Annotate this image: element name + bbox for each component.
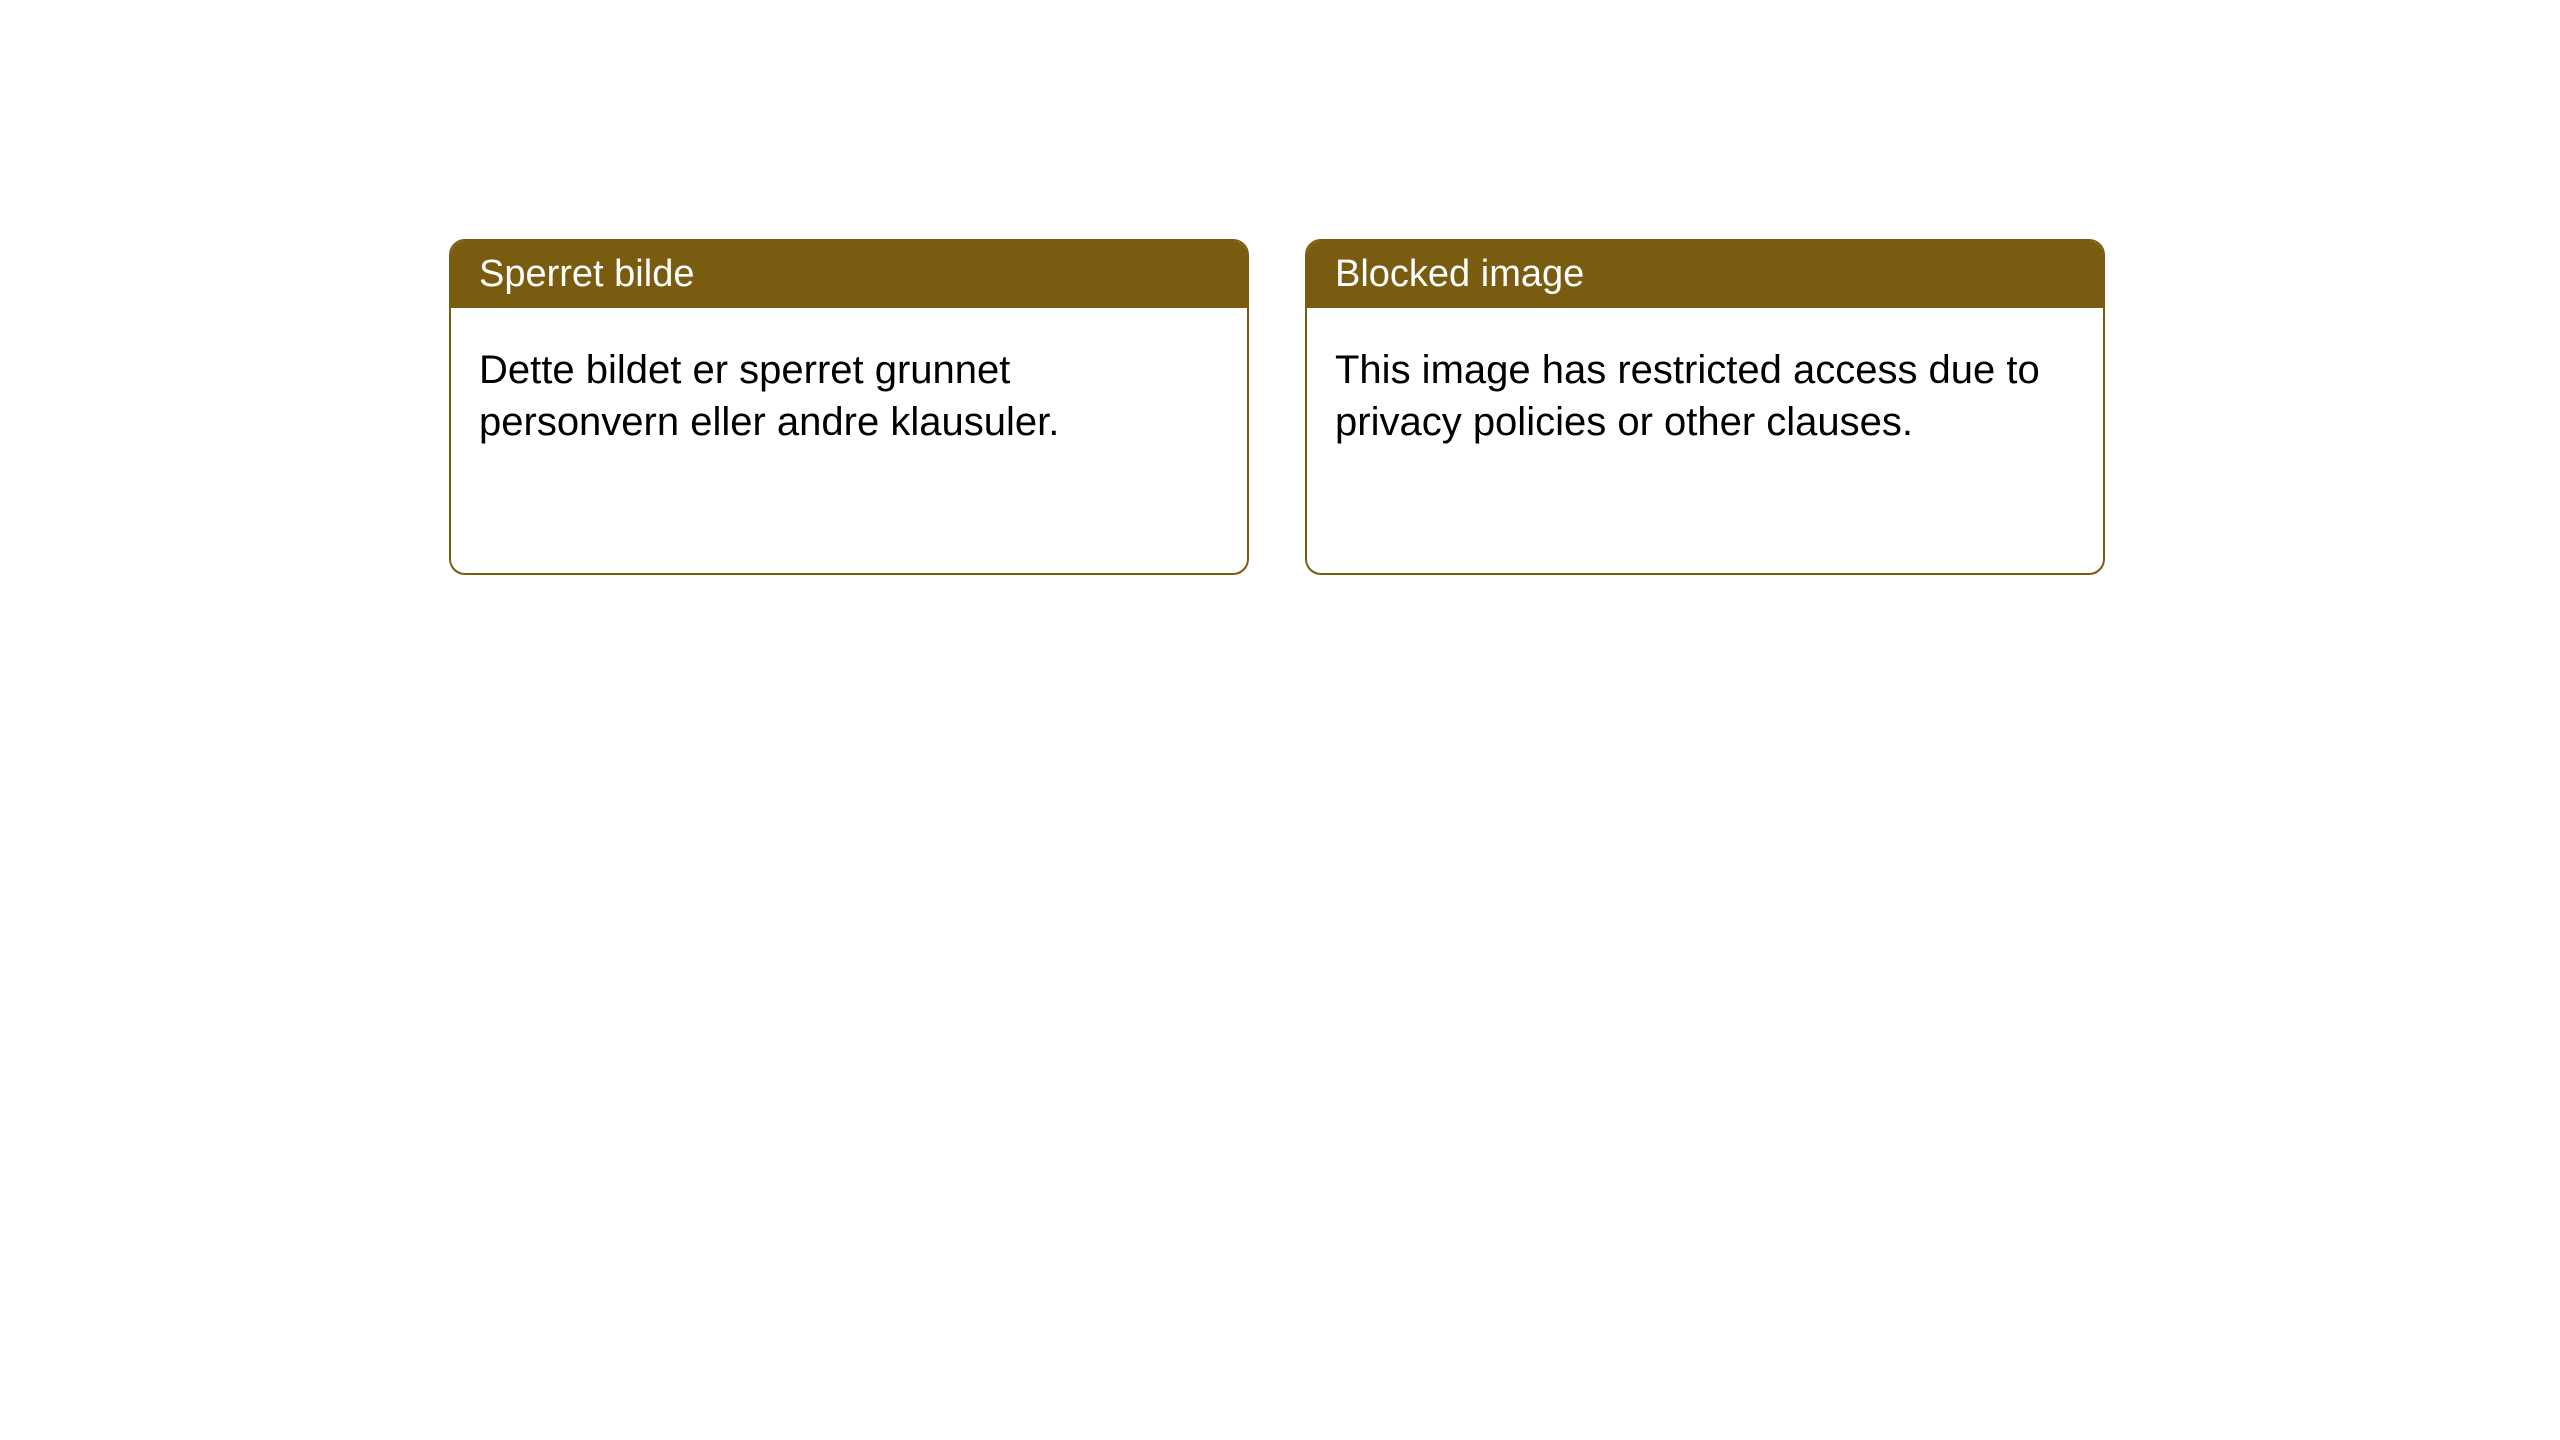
notice-header: Blocked image <box>1307 241 2103 308</box>
notice-box-norwegian: Sperret bilde Dette bildet er sperret gr… <box>449 239 1249 575</box>
notice-header: Sperret bilde <box>451 241 1247 308</box>
notice-body: Dette bildet er sperret grunnet personve… <box>451 308 1247 484</box>
notice-container: Sperret bilde Dette bildet er sperret gr… <box>449 239 2105 575</box>
notice-box-english: Blocked image This image has restricted … <box>1305 239 2105 575</box>
notice-body: This image has restricted access due to … <box>1307 308 2103 484</box>
